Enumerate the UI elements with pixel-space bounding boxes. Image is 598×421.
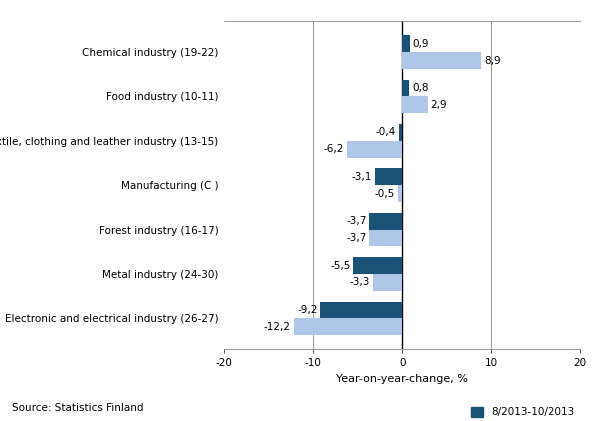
Text: -6,2: -6,2	[324, 144, 344, 154]
Text: -3,1: -3,1	[352, 172, 372, 182]
Text: 8,9: 8,9	[484, 56, 501, 66]
Text: 0,9: 0,9	[413, 39, 429, 49]
Bar	[402, 52, 481, 69]
Text: -12,2: -12,2	[264, 322, 291, 332]
Bar	[399, 124, 402, 141]
Bar	[294, 318, 402, 335]
Bar	[398, 185, 402, 202]
Text: -9,2: -9,2	[297, 305, 318, 315]
Bar	[347, 141, 402, 158]
Legend: 8/2013-10/2013, 8/2012-10/2012: 8/2013-10/2013, 8/2012-10/2012	[471, 407, 575, 421]
Bar	[402, 35, 410, 52]
Bar	[369, 213, 402, 229]
Bar	[321, 301, 402, 318]
Text: -0,5: -0,5	[375, 189, 395, 199]
Text: -5,5: -5,5	[330, 261, 350, 271]
Bar	[402, 80, 409, 96]
Bar	[374, 168, 402, 185]
Text: -3,7: -3,7	[346, 233, 367, 243]
X-axis label: Year-on-year-change, %: Year-on-year-change, %	[336, 374, 468, 384]
Bar	[369, 229, 402, 246]
Text: -3,7: -3,7	[346, 216, 367, 226]
Text: 2,9: 2,9	[431, 100, 447, 110]
Bar	[353, 257, 402, 274]
Text: -0,4: -0,4	[376, 128, 396, 137]
Text: -3,3: -3,3	[350, 277, 370, 288]
Bar	[402, 96, 428, 113]
Text: Source: Statistics Finland: Source: Statistics Finland	[12, 402, 144, 413]
Text: 0,8: 0,8	[412, 83, 428, 93]
Bar	[373, 274, 402, 291]
